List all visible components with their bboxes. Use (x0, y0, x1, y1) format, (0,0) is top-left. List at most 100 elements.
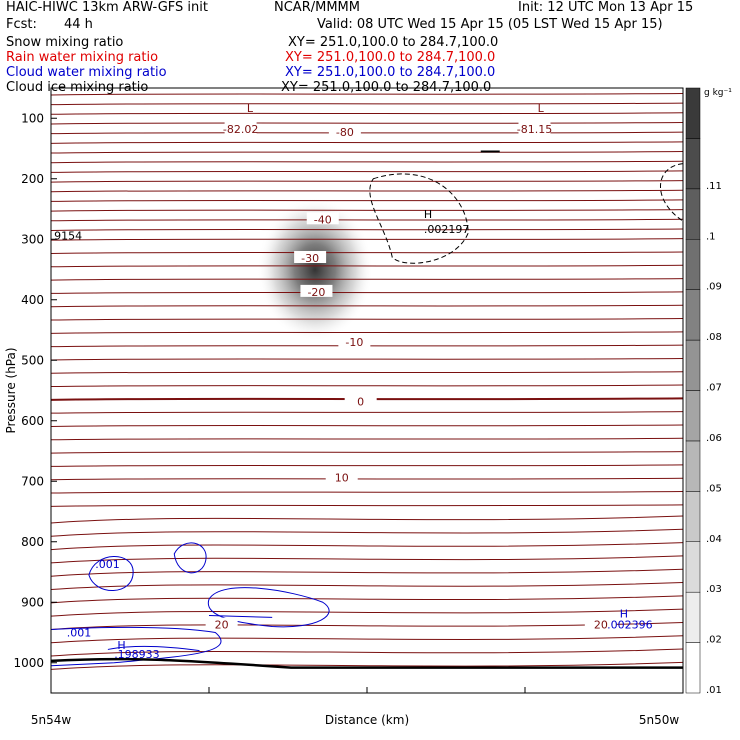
colorbar-swatch (685, 339, 701, 391)
colorbar-swatch (685, 541, 701, 593)
field-xy-snow: XY= 251.0,100.0 to 284.7,100.0 (288, 35, 499, 50)
temperature-label-bg (300, 284, 333, 297)
temperature-contour-label: 0 (357, 395, 364, 408)
temperature-contour-line (50, 151, 684, 154)
temperature-label-bg (306, 212, 339, 225)
temperature-contour-line (50, 661, 684, 670)
extremum-marker-l: L (247, 102, 254, 115)
temperature-contour-line (50, 92, 684, 96)
temperature-contour-label: 20 (594, 619, 608, 632)
contour-value-label: .001 (95, 558, 120, 571)
temperature-contour-line (50, 199, 684, 202)
temperature-contour-label: -81.15 (517, 123, 552, 136)
colorbar-swatch (685, 440, 701, 492)
temperature-contour-line (50, 437, 684, 441)
temperature-contour-line (50, 555, 684, 564)
colorbar-tick-label: .08 (706, 332, 722, 343)
temperature-contour-line (50, 568, 684, 577)
cloud-water-contour (173, 542, 207, 574)
y-axis-tick-label: 700 (21, 474, 44, 488)
chart-title: HAIC-HIWC 13km ARW-GFS init (6, 0, 208, 15)
terrain-surface-line (50, 657, 683, 669)
colorbar-swatch (685, 591, 701, 643)
temperature-contour-line (50, 504, 684, 507)
temperature-contour-line (50, 477, 684, 481)
colorbar-tick-label: .02 (706, 635, 722, 646)
contour-value-label: .001 (67, 627, 92, 640)
field-xy-cloud-water: XY= 251.0,100.0 to 284.7,100.0 (285, 65, 496, 80)
contour-value-label: .002197 (424, 223, 470, 236)
colorbar-swatch (685, 239, 701, 290)
temperature-label-bg (294, 251, 327, 264)
temperature-contour-line (50, 331, 684, 334)
temperature-contour-line (50, 635, 684, 644)
colorbar-swatch (685, 87, 701, 139)
temperature-label-bg (328, 125, 361, 138)
temperature-contour-line (50, 160, 684, 164)
temperature-contour-line (50, 278, 684, 281)
temperature-contour-line (50, 595, 684, 604)
colorbar-swatch (685, 390, 701, 442)
colorbar-tick-label: .01 (706, 685, 722, 696)
temperature-contour-line (50, 384, 684, 388)
init-time: Init: 12 UTC Mon 13 Apr 15 (518, 0, 694, 15)
temperature-contour-line (50, 542, 684, 551)
temperature-label-bg (224, 122, 257, 135)
cloud-water-contour (88, 555, 134, 592)
snow-contour-line (660, 163, 684, 222)
colorbar-tick-label: .09 (706, 282, 722, 293)
colorbar-swatch (685, 188, 701, 240)
temperature-contour-line (50, 228, 684, 231)
y-axis-tick-label: 800 (21, 535, 44, 549)
y-axis-tick-label: 400 (21, 293, 44, 307)
org-label: NCAR/MMMM (274, 0, 360, 15)
colorbar-tick-label: .11 (706, 181, 722, 192)
contour-value-label: 9154 (54, 229, 82, 242)
temperature-contour-line (50, 238, 684, 241)
temperature-contour-line (50, 582, 684, 591)
temperature-contour-line (50, 121, 684, 125)
field-name-cloud-water: Cloud water mixing ratio (6, 65, 167, 80)
cloud-water-contour (208, 615, 273, 618)
temperature-contour-line (50, 357, 684, 361)
x-axis-tick-label: 5n54w (31, 713, 72, 727)
temperature-contour-label: -20 (307, 286, 325, 299)
temperature-contour-line (50, 131, 684, 135)
temperature-contour-label: -82.02 (223, 123, 258, 136)
y-axis-tick-label: 600 (21, 414, 44, 428)
temperature-contour-line (50, 344, 684, 348)
y-axis-tick-label: 500 (21, 353, 44, 367)
y-axis-tick-label: 1000 (13, 656, 44, 670)
colorbar-tick-label: .06 (706, 433, 722, 444)
temperature-contour-line (50, 397, 684, 401)
temperature-label-bg (584, 617, 617, 630)
plot-frame (50, 87, 684, 694)
field-name-rain: Rain water mixing ratio (6, 50, 159, 65)
y-axis-tick-label: 900 (21, 595, 44, 609)
temperature-contour-line (50, 180, 684, 183)
extremum-marker-h: H (117, 639, 125, 652)
temperature-contour-line (50, 170, 684, 173)
contour-value-label: .198933 (114, 648, 160, 661)
colorbar-tick-label: .07 (706, 383, 722, 394)
colorbar-tick-label: .04 (706, 534, 722, 545)
colorbar-swatch (685, 138, 701, 190)
cloud-water-contour (107, 645, 200, 652)
colorbar-tick-label: .03 (706, 584, 722, 595)
extremum-marker-l: L (538, 102, 545, 115)
forecast-label: Fcst: (6, 17, 37, 32)
colorbar-swatch (685, 289, 701, 341)
temperature-label-bg (344, 394, 377, 407)
temperature-contour-line (50, 491, 684, 494)
temperature-contour-line (50, 464, 684, 467)
temperature-contour-line (50, 218, 684, 222)
temperature-contour-line (50, 141, 684, 144)
temperature-contour-line (50, 515, 684, 524)
snow-contour-line (369, 173, 469, 264)
temperature-contour-line (50, 189, 684, 193)
valid-time: Valid: 08 UTC Wed 15 Apr 15 (05 LST Wed … (317, 17, 663, 32)
temperature-contour-line (50, 102, 684, 106)
temperature-contour-line (50, 608, 684, 617)
x-axis-label: Distance (km) (325, 713, 409, 727)
